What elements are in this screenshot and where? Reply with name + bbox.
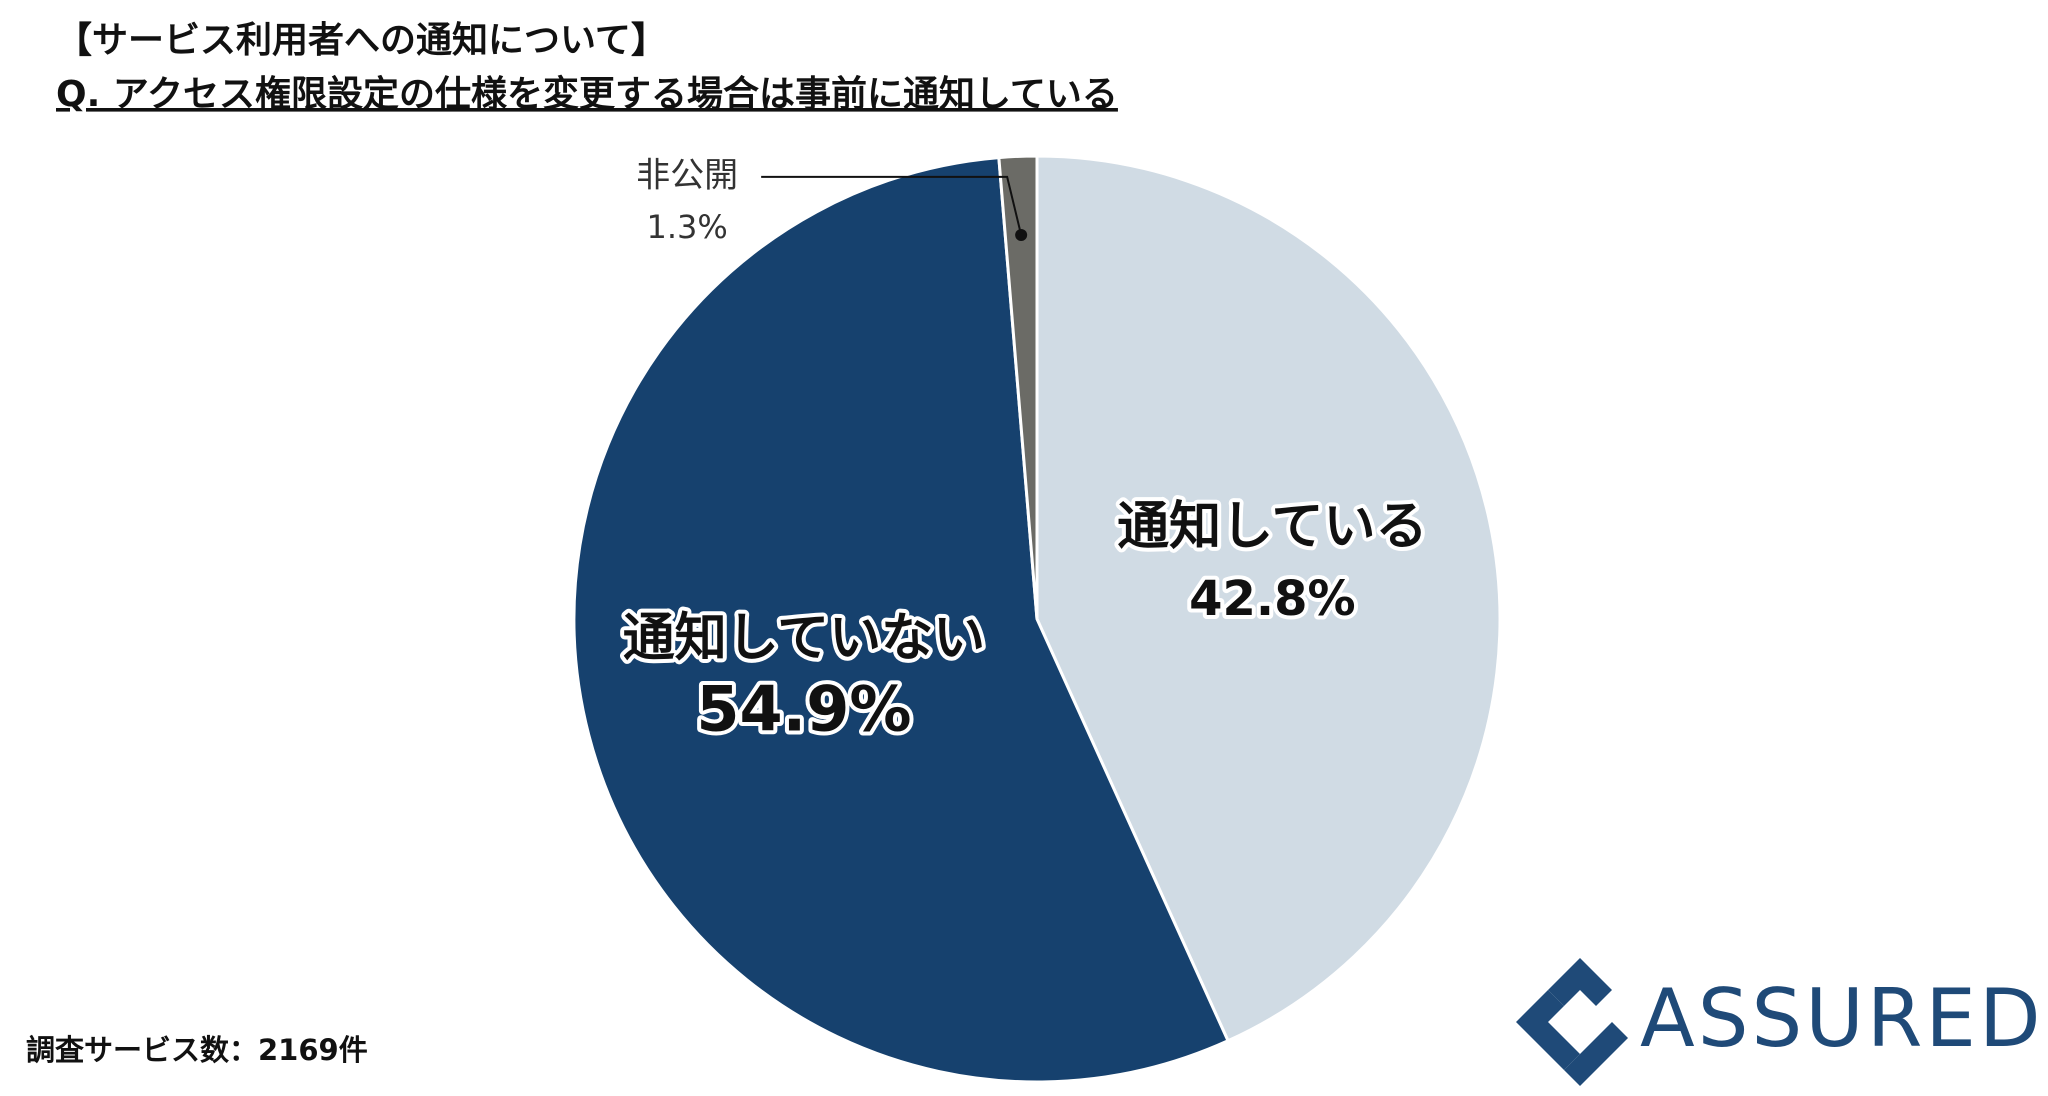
slice-label: 非公開 bbox=[636, 155, 738, 195]
heading: 【サービス利用者への通知について】 bbox=[56, 20, 667, 61]
slice-label: 通知していない bbox=[623, 608, 985, 668]
chart-title: Q. アクセス権限設定の仕様を変更する場合は事前に通知している bbox=[56, 73, 1118, 115]
note: 調査サービス数：2169件 bbox=[26, 1033, 368, 1067]
brand: ASSURED bbox=[1640, 972, 2044, 1065]
leader-dot bbox=[1015, 229, 1028, 242]
slice-label: 通知している bbox=[1117, 497, 1427, 557]
pie-slice bbox=[1035, 154, 1502, 1043]
value-label: 42.8% bbox=[1189, 571, 1356, 627]
value-label: 54.9% bbox=[696, 673, 911, 746]
logo-icon bbox=[1548, 958, 1612, 1006]
pie-slice bbox=[572, 155, 1230, 1084]
leader-line bbox=[761, 175, 1023, 236]
pie-slice bbox=[997, 154, 1039, 620]
value-label: 1.3% bbox=[647, 208, 728, 246]
logo: ASSURED bbox=[1516, 958, 2044, 1086]
logo-icon bbox=[1516, 990, 1580, 1070]
logo-icon bbox=[1564, 1022, 1628, 1086]
